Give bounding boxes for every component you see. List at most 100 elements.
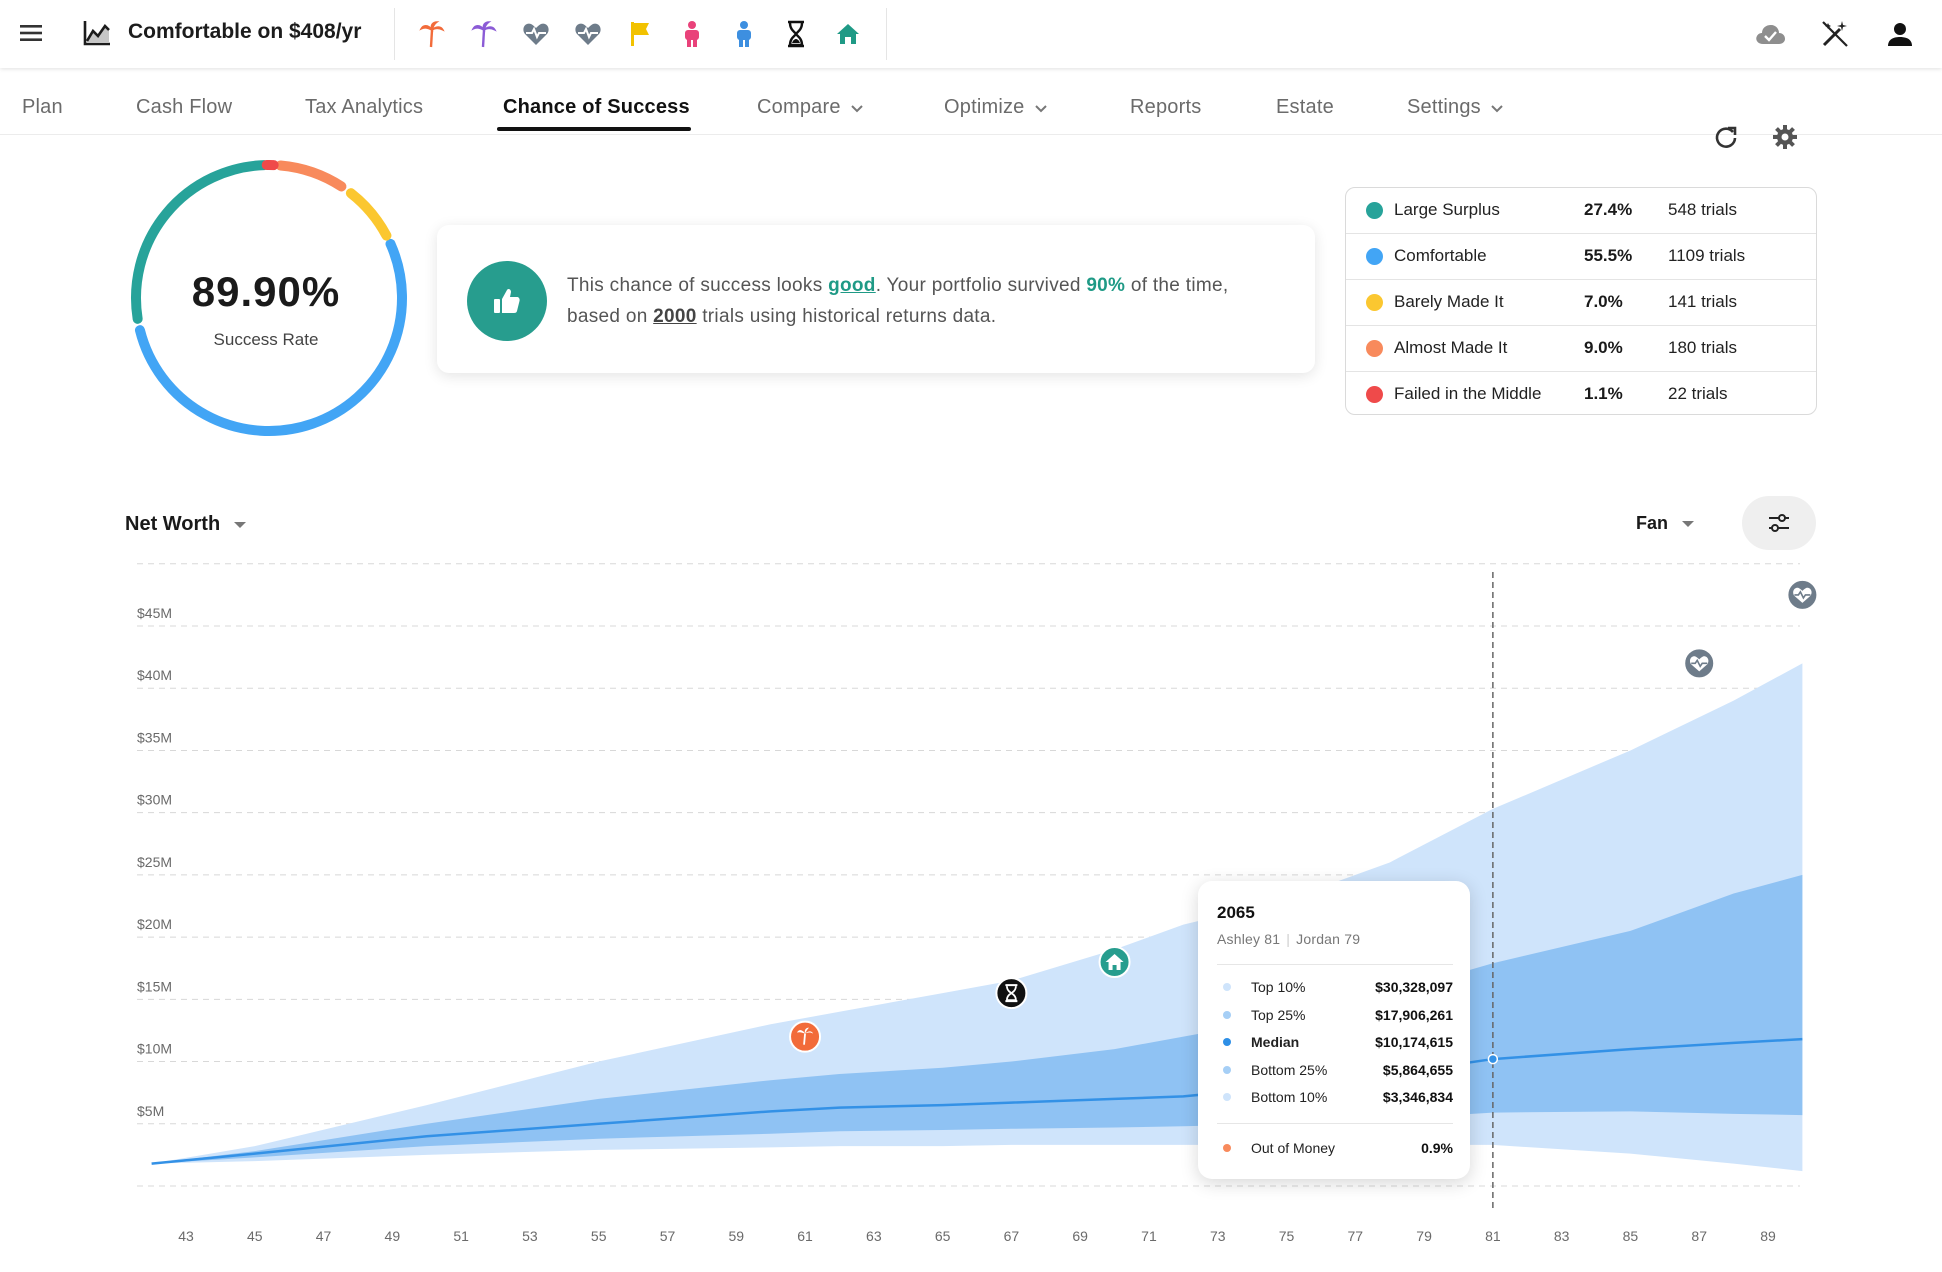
trials-link[interactable]: 2000 bbox=[653, 306, 697, 327]
divider bbox=[886, 8, 887, 60]
chart-filter-button[interactable] bbox=[1742, 496, 1816, 550]
tooltip-row-median: Median $10,174,615 bbox=[1217, 1032, 1453, 1054]
nav-tabs: Plan Cash Flow Tax Analytics Chance of S… bbox=[0, 68, 1942, 135]
tooltip-row-out-of-money: Out of Money 0.9% bbox=[1217, 1138, 1453, 1160]
account-icon[interactable] bbox=[1884, 18, 1916, 50]
quality-link[interactable]: good bbox=[828, 275, 876, 296]
status-dot bbox=[1366, 248, 1383, 265]
message-text: trials using historical returns data. bbox=[696, 306, 997, 327]
outcome-row-failed-in-the-middle[interactable]: Failed in the Middle 1.1% 22 trials bbox=[1346, 372, 1816, 414]
metric-dropdown[interactable]: Net Worth bbox=[125, 513, 247, 536]
success-message-card: This chance of success looks good. Your … bbox=[437, 225, 1315, 373]
status-dot bbox=[1366, 340, 1383, 357]
person-icon[interactable] bbox=[676, 18, 708, 50]
view-mode-dropdown[interactable]: Fan bbox=[1636, 513, 1695, 534]
y-tick-label: $5M bbox=[137, 1103, 164, 1119]
plan-title[interactable]: Comfortable on $408/yr bbox=[128, 20, 362, 43]
healthcare-heart-pulse-icon[interactable] bbox=[520, 18, 552, 50]
refresh-icon[interactable] bbox=[1713, 124, 1739, 150]
view-label: Fan bbox=[1636, 513, 1669, 533]
y-tick-label: $45M bbox=[137, 605, 172, 621]
x-tick-label: 75 bbox=[1279, 1228, 1295, 1244]
tab-estate[interactable]: Estate bbox=[1276, 96, 1334, 118]
hamburger-menu-icon[interactable] bbox=[18, 20, 44, 46]
x-tick-label: 57 bbox=[660, 1228, 676, 1244]
separator: | bbox=[1286, 931, 1291, 947]
outcome-label: Almost Made It bbox=[1394, 338, 1508, 357]
y-tick-label: $35M bbox=[137, 729, 172, 745]
outcome-trials: 22 trials bbox=[1668, 384, 1728, 403]
outcome-row-comfortable[interactable]: Comfortable 55.5% 1109 trials bbox=[1346, 234, 1816, 280]
tab-label: Optimize bbox=[944, 96, 1025, 118]
sliders-icon bbox=[1769, 514, 1789, 532]
tab-cash-flow[interactable]: Cash Flow bbox=[136, 96, 233, 118]
caret-down-icon bbox=[234, 521, 247, 528]
x-tick-label: 71 bbox=[1141, 1228, 1157, 1244]
tab-tax-analytics[interactable]: Tax Analytics bbox=[305, 96, 424, 118]
retirement-palm-tree-icon[interactable] bbox=[416, 18, 448, 50]
tab-settings[interactable]: Settings bbox=[1407, 96, 1503, 119]
x-tick-label: 51 bbox=[453, 1228, 469, 1244]
status-dot bbox=[1366, 386, 1383, 403]
x-tick-label: 47 bbox=[316, 1228, 332, 1244]
x-tick-label: 77 bbox=[1348, 1228, 1364, 1244]
home-icon[interactable] bbox=[832, 18, 864, 50]
tab-optimize[interactable]: Optimize bbox=[944, 96, 1047, 119]
chevron-down-icon bbox=[1491, 96, 1503, 119]
event-marker-palm-tree-icon[interactable] bbox=[789, 1020, 822, 1053]
x-tick-label: 69 bbox=[1072, 1228, 1088, 1244]
tooltip-row-label: Out of Money bbox=[1251, 1140, 1336, 1156]
event-marker-heart-pulse-icon[interactable] bbox=[1786, 578, 1819, 611]
x-tick-label: 45 bbox=[247, 1228, 263, 1244]
legend-dot bbox=[1223, 1038, 1231, 1046]
outcome-row-almost-made-it[interactable]: Almost Made It 9.0% 180 trials bbox=[1346, 326, 1816, 372]
y-tick-label: $40M bbox=[137, 667, 172, 683]
person-icon[interactable] bbox=[728, 18, 760, 50]
tab-plan[interactable]: Plan bbox=[22, 96, 63, 118]
tab-label: Compare bbox=[757, 96, 841, 118]
gauge-arc-almost-made-it bbox=[275, 160, 347, 192]
success-rate-label: Success Rate bbox=[213, 330, 319, 349]
tooltip-row-label: Top 25% bbox=[1251, 1007, 1306, 1023]
hourglass-icon[interactable] bbox=[780, 18, 812, 50]
outcome-row-barely-made-it[interactable]: Barely Made It 7.0% 141 trials bbox=[1346, 280, 1816, 326]
divider bbox=[394, 8, 395, 60]
thumbs-up-icon bbox=[467, 261, 547, 341]
tab-compare[interactable]: Compare bbox=[757, 96, 863, 119]
chevron-down-icon bbox=[850, 96, 863, 119]
x-tick-label: 67 bbox=[1004, 1228, 1020, 1244]
tooltip-year: 2065 bbox=[1217, 903, 1255, 922]
goal-flag-icon[interactable] bbox=[624, 18, 656, 50]
healthcare-heart-pulse-icon[interactable] bbox=[572, 18, 604, 50]
cloud-saved-icon[interactable] bbox=[1754, 18, 1786, 50]
y-tick-label: $30M bbox=[137, 792, 172, 808]
outcome-percent: 7.0% bbox=[1584, 292, 1623, 311]
magic-wand-off-icon[interactable] bbox=[1819, 18, 1851, 50]
divider bbox=[1217, 964, 1453, 965]
legend-dot bbox=[1223, 1066, 1231, 1074]
event-marker-home-icon[interactable] bbox=[1098, 946, 1131, 978]
tab-chance-of-success[interactable]: Chance of Success bbox=[503, 96, 690, 118]
legend-dot bbox=[1223, 1093, 1231, 1101]
tab-reports[interactable]: Reports bbox=[1130, 96, 1202, 118]
x-tick-label: 85 bbox=[1623, 1228, 1639, 1244]
y-tick-label: $15M bbox=[137, 978, 172, 994]
gear-icon[interactable] bbox=[1772, 124, 1798, 150]
y-tick-label: $25M bbox=[137, 854, 172, 870]
outcome-label: Barely Made It bbox=[1394, 292, 1504, 311]
event-marker-hourglass-icon[interactable] bbox=[995, 977, 1028, 1010]
event-marker-heart-pulse-icon[interactable] bbox=[1683, 647, 1716, 680]
tooltip-row-value: $30,328,097 bbox=[1375, 979, 1453, 995]
x-tick-label: 73 bbox=[1210, 1228, 1226, 1244]
outcomes-table: Large Surplus 27.4% 548 trials Comfortab… bbox=[1345, 187, 1817, 415]
outcome-row-large-surplus[interactable]: Large Surplus 27.4% 548 trials bbox=[1346, 188, 1816, 234]
gauge-arc-barely-made-it bbox=[345, 188, 392, 241]
success-rate-gauge bbox=[131, 160, 407, 436]
tooltip-row-value: $5,864,655 bbox=[1382, 1062, 1453, 1078]
retirement-palm-tree-icon[interactable] bbox=[468, 18, 500, 50]
status-dot bbox=[1366, 202, 1383, 219]
status-dot bbox=[1366, 294, 1383, 311]
outcome-label: Large Surplus bbox=[1394, 200, 1500, 219]
outcome-trials: 1109 trials bbox=[1668, 246, 1746, 265]
legend-dot bbox=[1223, 1011, 1231, 1019]
